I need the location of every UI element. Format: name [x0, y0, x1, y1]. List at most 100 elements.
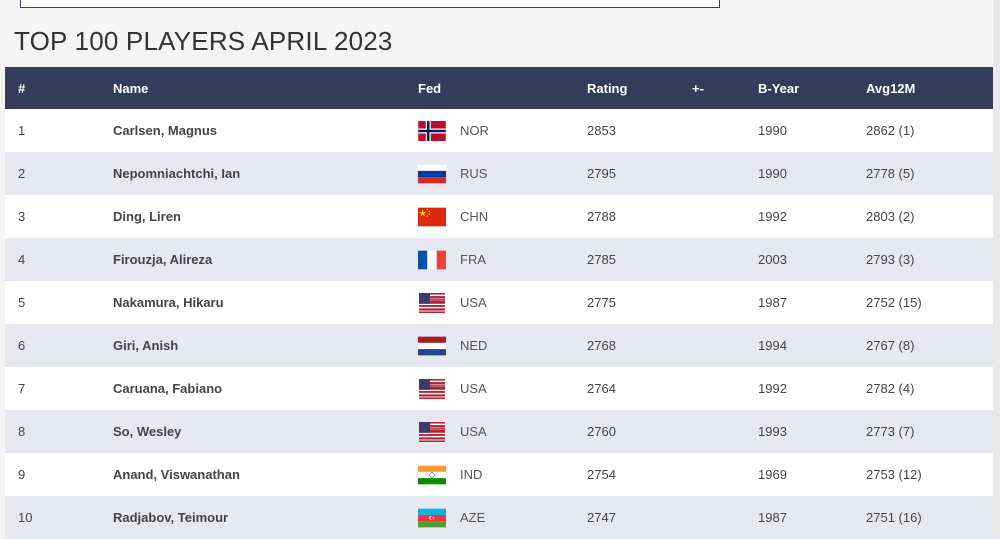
- player-name-link[interactable]: Firouzja, Alireza: [113, 252, 213, 267]
- rating-diff-cell: [692, 496, 758, 539]
- france-flag-icon: [418, 250, 446, 270]
- birth-year-cell: 1990: [758, 123, 787, 138]
- federation-cell: FRA: [418, 238, 587, 281]
- column-header-fed[interactable]: Fed: [418, 80, 442, 96]
- table-row[interactable]: 7 Caruana, Fabiano USA 2764 1992 2782 (4): [5, 367, 1000, 410]
- rating-cell: 2754: [587, 467, 616, 482]
- birth-year-cell: 1994: [758, 338, 787, 353]
- usa-flag-icon: [418, 421, 446, 442]
- avg12m-cell: 2752 (15): [866, 295, 922, 310]
- birth-year-cell: 1992: [758, 381, 787, 396]
- birth-year-cell: 1987: [758, 295, 787, 310]
- federation-code: RUS: [460, 166, 488, 181]
- column-header-diff[interactable]: +-: [692, 80, 704, 96]
- column-header-rating[interactable]: Rating: [587, 80, 628, 96]
- ranking-table: # Name Fed Rating +- B-Year Avg12M 1 Carl…: [5, 67, 1000, 539]
- player-name-link[interactable]: Giri, Anish: [113, 338, 179, 353]
- column-header-byear[interactable]: B-Year: [758, 80, 800, 96]
- table-row[interactable]: 10 Radjabov, Teimour AZE 2747 1987 2751 (16): [5, 496, 1000, 539]
- player-name-link[interactable]: Ding, Liren: [113, 209, 181, 224]
- usa-flag-icon: [418, 292, 446, 313]
- page-gutter: [993, 0, 1000, 537]
- rank-cell: 2: [18, 166, 26, 181]
- column-header-rank[interactable]: #: [18, 80, 26, 96]
- rating-cell: 2747: [587, 510, 616, 525]
- avg12m-cell: 2782 (4): [866, 381, 915, 396]
- federation-code: IND: [460, 467, 483, 482]
- birth-year-cell: 1992: [758, 209, 787, 224]
- federation-cell: IND: [418, 453, 587, 496]
- player-name-link[interactable]: Nepomniachtchi, Ian: [113, 166, 241, 181]
- federation-code: NED: [460, 338, 488, 353]
- federation-code: CHN: [460, 209, 489, 224]
- federation-cell: USA: [418, 367, 587, 410]
- player-name-link[interactable]: Nakamura, Hikaru: [113, 295, 224, 310]
- page-title: TOP 100 PLAYERS APRIL 2023: [14, 26, 393, 56]
- birth-year-cell: 1987: [758, 510, 787, 525]
- birth-year-cell: 1993: [758, 424, 787, 439]
- player-name-link[interactable]: Caruana, Fabiano: [113, 381, 223, 396]
- avg12m-cell: 2753 (12): [866, 467, 922, 482]
- azerbaijan-flag-icon: [418, 508, 446, 528]
- rank-cell: 6: [18, 338, 26, 353]
- table-row[interactable]: 9 Anand, Viswanathan IND 2754 1969 2753 (12): [5, 453, 1000, 496]
- avg12m-cell: 2751 (16): [866, 510, 922, 525]
- table-row[interactable]: 5 Nakamura, Hikaru USA 2775 1987 2752 (15): [5, 281, 1000, 324]
- rank-cell: 9: [18, 467, 26, 482]
- rating-diff-cell: [692, 367, 758, 410]
- avg12m-cell: 2862 (1): [866, 123, 915, 138]
- federation-cell: NED: [418, 324, 587, 367]
- rating-diff-cell: [692, 453, 758, 496]
- table-row[interactable]: 8 So, Wesley USA 2760 1993 2773 (7): [5, 410, 1000, 453]
- federation-cell: AZE: [418, 496, 587, 539]
- birth-year-cell: 2003: [758, 252, 787, 267]
- table-header-row: # Name Fed Rating +- B-Year Avg12M: [5, 67, 1000, 109]
- usa-flag-icon: [418, 378, 446, 399]
- table-row[interactable]: 2 Nepomniachtchi, Ian RUS 2795 1990 2778 (5): [5, 152, 1000, 195]
- rating-cell: 2795: [587, 166, 616, 181]
- birth-year-cell: 1969: [758, 467, 787, 482]
- player-name-link[interactable]: Radjabov, Teimour: [113, 510, 229, 525]
- rank-cell: 8: [18, 424, 26, 439]
- rating-cell: 2853: [587, 123, 616, 138]
- rank-cell: 5: [18, 295, 26, 310]
- rating-diff-cell: [692, 281, 758, 324]
- rating-cell: 2775: [587, 295, 616, 310]
- rating-cell: 2760: [587, 424, 616, 439]
- china-flag-icon: [418, 207, 446, 227]
- player-name-link[interactable]: Carlsen, Magnus: [113, 123, 218, 138]
- avg12m-cell: 2773 (7): [866, 424, 915, 439]
- federation-code: NOR: [460, 123, 489, 138]
- player-name-link[interactable]: So, Wesley: [113, 424, 182, 439]
- table-row[interactable]: 4 Firouzja, Alireza FRA 2785 2003 2793 (3): [5, 238, 1000, 281]
- birth-year-cell: 1990: [758, 166, 787, 181]
- rank-cell: 3: [18, 209, 26, 224]
- top-container-box: [20, 0, 720, 8]
- column-header-name[interactable]: Name: [113, 80, 149, 96]
- avg12m-cell: 2767 (8): [866, 338, 915, 353]
- rating-diff-cell: [692, 238, 758, 281]
- federation-code: USA: [460, 381, 487, 396]
- rank-cell: 7: [18, 381, 26, 396]
- column-header-avg[interactable]: Avg12M: [866, 80, 916, 96]
- avg12m-cell: 2778 (5): [866, 166, 915, 181]
- norway-flag-icon: [418, 120, 446, 141]
- federation-cell: RUS: [418, 152, 587, 195]
- rank-cell: 4: [18, 252, 26, 267]
- rank-cell: 10: [18, 510, 33, 525]
- table-row[interactable]: 1 Carlsen, Magnus NOR 2853 1990 2862 (1): [5, 109, 1000, 152]
- federation-code: USA: [460, 424, 487, 439]
- rating-diff-cell: [692, 109, 758, 152]
- player-name-link[interactable]: Anand, Viswanathan: [113, 467, 240, 482]
- federation-cell: CHN: [418, 195, 587, 238]
- federation-code: AZE: [460, 510, 486, 525]
- rating-diff-cell: [692, 410, 758, 453]
- india-flag-icon: [418, 465, 446, 485]
- federation-cell: NOR: [418, 109, 587, 152]
- avg12m-cell: 2803 (2): [866, 209, 915, 224]
- table-row[interactable]: 3 Ding, Liren CHN 2788 1992 2803 (2): [5, 195, 1000, 238]
- russia-flag-icon: [418, 164, 446, 184]
- federation-code: FRA: [460, 252, 486, 267]
- table-row[interactable]: 6 Giri, Anish NED 2768 1994 2767 (8): [5, 324, 1000, 367]
